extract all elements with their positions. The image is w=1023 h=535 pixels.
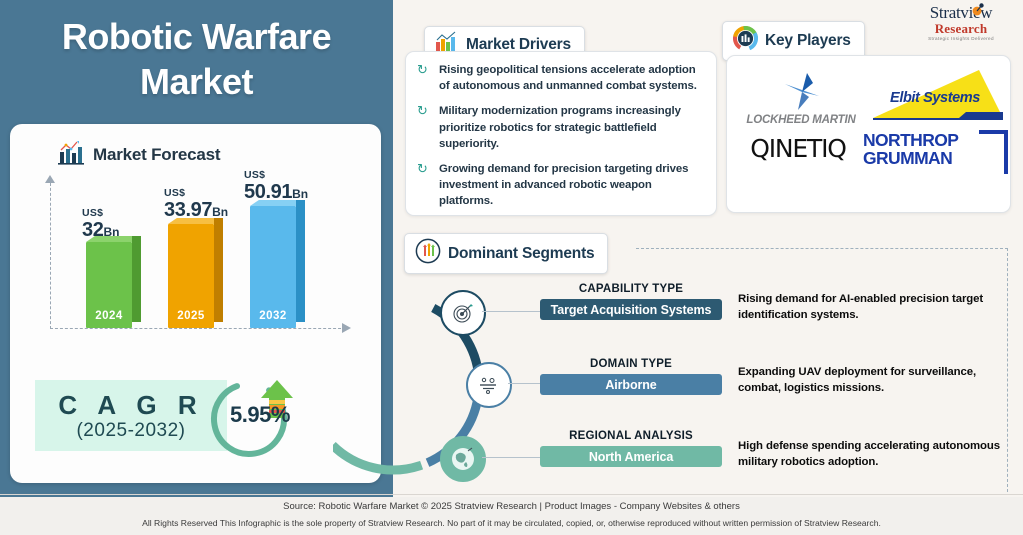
segment-connector (482, 457, 540, 458)
northrop-bracket-icon (979, 130, 1008, 174)
market-forecast-card: Market Forecast 2024 US$ (10, 124, 381, 483)
segment-description: Expanding UAV deployment for surveillanc… (738, 366, 977, 394)
segment-label: CAPABILITY TYPE (578, 283, 684, 295)
player-name: QINETIQ (750, 134, 847, 163)
segment-value: Target Acquisition Systems (540, 299, 722, 320)
left-panel: Robotic Warfare Market (0, 0, 393, 497)
lockheed-star-icon (785, 73, 819, 110)
bar-value-2025: US$ 33.97Bn (164, 187, 229, 221)
elbit-triangle-icon (873, 70, 1003, 120)
player-name: LOCKHEED MARTIN (746, 114, 856, 126)
market-drivers-title: Market Drivers (466, 35, 571, 53)
growth-arrows-icon (415, 238, 441, 269)
bar-chart-icon (435, 31, 459, 58)
stratview-logo: Stratview Research Strategic Insights De… (907, 3, 1015, 42)
segments-divider-vertical (1007, 248, 1008, 492)
bar-value-2032: US$ 50.91Bn (244, 169, 309, 203)
airborne-icon (466, 362, 512, 408)
bar-year-label: 2024 (95, 310, 123, 322)
player-name: NORTHROP GRUMMAN (863, 130, 959, 168)
market-forecast-title: Market Forecast (93, 145, 221, 164)
segment-label: DOMAIN TYPE (589, 358, 673, 370)
logo-sub: Research (934, 21, 988, 36)
footer-source: Source: Robotic Warfare Market © 2025 St… (283, 501, 740, 512)
footer-rights: All Rights Reserved This Infographic is … (142, 518, 881, 528)
segments-divider (636, 248, 1008, 249)
player-logo-qinetiq: QINETIQ (733, 134, 863, 163)
market-drivers-panel: ↻ Rising geopolitical tensions accelerat… (405, 51, 717, 216)
cagr-period: (2025-2032) (76, 419, 186, 441)
x-axis-arrow-icon (342, 322, 351, 333)
logo-name: Stratview (929, 3, 993, 22)
segment-connector (482, 311, 540, 312)
dominant-segments-title: Dominant Segments (448, 244, 595, 262)
market-forecast-header: Market Forecast (58, 140, 221, 170)
key-players-panel: LOCKHEED MARTIN Elbit Systems QINETIQ NO… (726, 55, 1011, 213)
refresh-arrow-icon: ↻ (417, 160, 428, 176)
driver-item: ↻ Military modernization programs increa… (417, 103, 706, 152)
cagr-value: 5.95% (230, 402, 290, 427)
chart-y-axis (50, 183, 51, 329)
segment-value: North America (540, 446, 722, 467)
logo-tagline: Strategic Insights Delivered (928, 36, 994, 41)
cagr-box: C A G R (2025-2032) (35, 380, 227, 451)
up-arrow-icon (261, 380, 293, 418)
forecast-bar-chart: 2024 US$ 32Bn 2025 US$ 33 (38, 169, 358, 339)
page-title: Robotic Warfare Market (61, 16, 332, 103)
cagr-label: C A G R (58, 389, 204, 420)
target-icon (440, 290, 486, 336)
dominant-segments-header: Dominant Segments (404, 233, 609, 274)
footer-divider (0, 494, 1023, 495)
key-players-title: Key Players (765, 32, 851, 49)
segment-value: Airborne (540, 374, 722, 395)
driver-item: ↻ Rising geopolitical tensions accelerat… (417, 62, 706, 94)
chart-x-axis (50, 328, 346, 329)
key-players-header: Key Players (722, 21, 865, 61)
player-logo-elbit-systems: Elbit Systems (867, 68, 1003, 130)
globe-icon (440, 436, 486, 482)
cagr-ring-graphic (205, 372, 301, 462)
refresh-arrow-icon: ↻ (417, 62, 428, 77)
footer: Source: Robotic Warfare Market © 2025 St… (0, 497, 1023, 535)
bar-value-2024: US$ 32Bn (82, 207, 120, 241)
player-logo-northrop-grumman: NORTHROP GRUMMAN (863, 130, 1009, 174)
bar-2032: 2032 (250, 200, 305, 328)
logo-mark-icon (972, 3, 984, 16)
bar-2024: 2024 (86, 236, 141, 328)
segment-description: High defense spending accelerating auton… (738, 440, 1000, 468)
player-logo-lockheed-martin: LOCKHEED MARTIN (737, 70, 865, 126)
chart-ring-icon (733, 26, 758, 56)
segment-connector (508, 383, 540, 384)
driver-item: ↻ Growing demand for precision targeting… (417, 161, 706, 210)
bar-year-label: 2025 (177, 310, 205, 322)
segment-label: REGIONAL ANALYSIS (569, 430, 693, 442)
bar-chart-icon (58, 140, 84, 170)
segment-description: Rising demand for AI-enabled precision t… (738, 293, 984, 321)
player-name: Elbit Systems (890, 90, 980, 106)
refresh-arrow-icon: ↻ (417, 103, 428, 119)
bar-year-label: 2032 (259, 310, 287, 322)
bar-2025: 2025 (168, 218, 223, 328)
y-axis-arrow-icon (45, 175, 55, 183)
